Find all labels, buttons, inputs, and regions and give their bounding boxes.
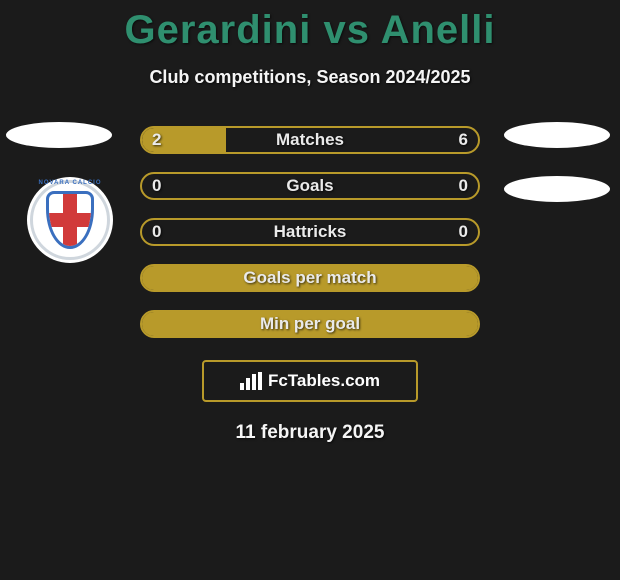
badge-ring-text: NOVARA CALCIO: [27, 180, 113, 186]
stat-label: Matches: [276, 130, 344, 150]
page-title: Gerardini vs Anelli: [0, 0, 620, 53]
stat-label: Goals: [286, 176, 333, 196]
stat-left-value: 0: [152, 176, 161, 196]
stat-bar-goals: 0 Goals 0: [140, 172, 480, 200]
stat-right-value: 0: [459, 222, 468, 242]
stat-bar-hattricks: 0 Hattricks 0: [140, 218, 480, 246]
stat-left-value: 0: [152, 222, 161, 242]
stat-right-value: 0: [459, 176, 468, 196]
player-left-thumb: [6, 122, 112, 148]
club-badge: NOVARA CALCIO: [27, 177, 113, 263]
subtitle: Club competitions, Season 2024/2025: [0, 67, 620, 88]
player-right-thumb-2: [504, 176, 610, 202]
stat-label: Min per goal: [260, 314, 360, 334]
badge-ring: [30, 180, 110, 260]
bars-icon: [240, 372, 262, 390]
stat-right-value: 6: [459, 130, 468, 150]
stat-bar-goals-per-match: Goals per match: [140, 264, 480, 292]
player-right-thumb-1: [504, 122, 610, 148]
snapshot-date: 11 february 2025: [0, 422, 620, 444]
source-logo: FcTables.com: [202, 360, 418, 402]
stat-label: Hattricks: [274, 222, 347, 242]
stat-bar-matches: 2 Matches 6: [140, 126, 480, 154]
source-logo-text: FcTables.com: [268, 371, 380, 391]
stat-left-value: 2: [152, 130, 161, 150]
stat-bar-min-per-goal: Min per goal: [140, 310, 480, 338]
stat-label: Goals per match: [243, 268, 376, 288]
